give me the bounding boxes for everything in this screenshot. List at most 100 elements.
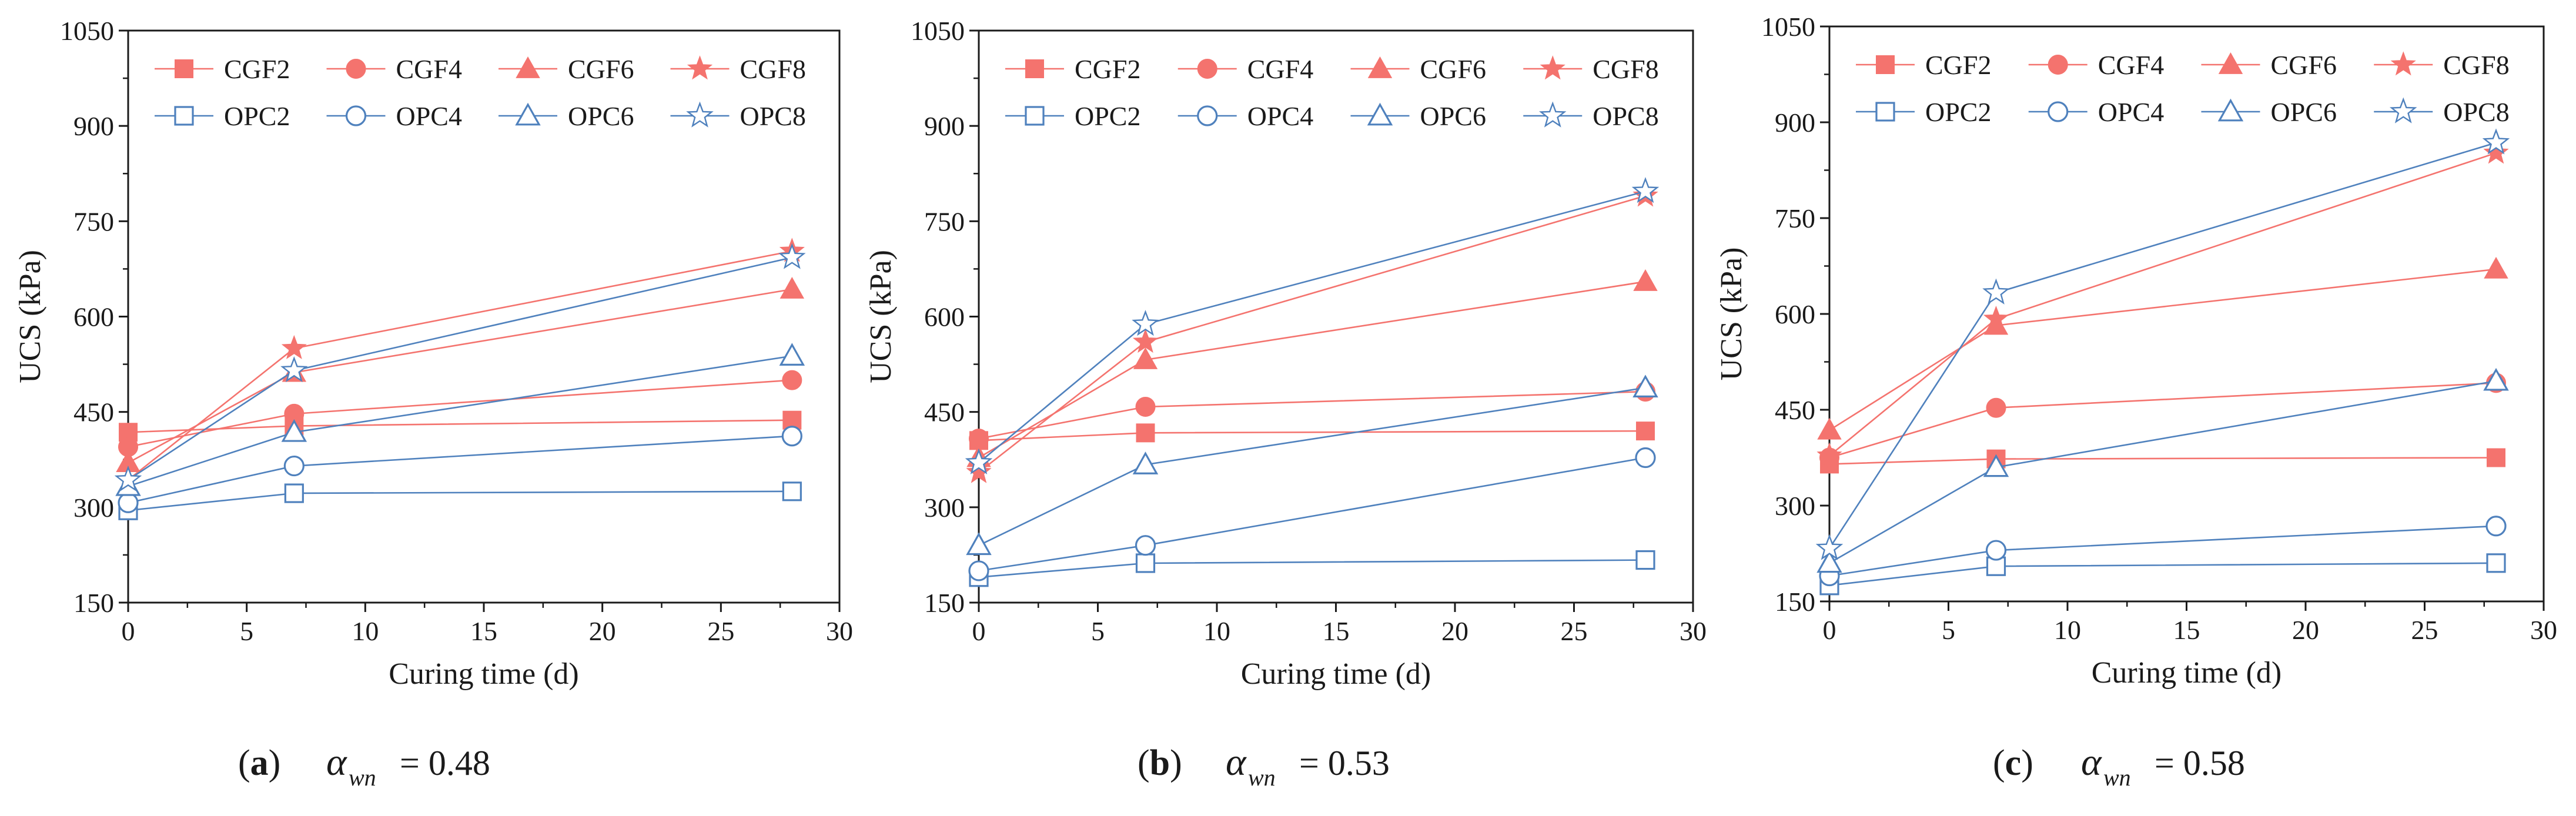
caption-letter-bold: a <box>250 743 269 783</box>
x-tick-label: 10 <box>352 616 379 646</box>
legend-label-opc8: OPC8 <box>2443 97 2509 127</box>
x-tick-label: 20 <box>589 616 616 646</box>
series-line-opc8 <box>1828 142 2497 549</box>
series-line-opc2 <box>128 490 792 511</box>
data-point-opc8 <box>280 356 308 383</box>
caption-letter: (c) <box>1993 743 2033 783</box>
data-point-opc4 <box>1135 535 1156 556</box>
x-tick-label: 30 <box>2530 615 2557 645</box>
data-point-opc4 <box>968 560 989 581</box>
x-axis-label: Curing time (d) <box>2092 656 2282 690</box>
legend-label-cgf4: CGF4 <box>396 54 462 84</box>
series-line-cgf2 <box>1829 457 2497 465</box>
data-point-opc8 <box>965 448 993 474</box>
caption-value: = 0.53 <box>1299 744 1390 782</box>
caption-subscript: wn <box>2103 764 2131 791</box>
data-point-opc4 <box>118 492 139 513</box>
chart-panel-a: 150 300 450 600 750 900 1050 0 5 10 15 20 25 30 Curing… <box>14 16 853 791</box>
y-tick-label: 600 <box>73 302 114 332</box>
y-axis-label: UCS (kPa) <box>14 250 47 383</box>
data-point-cgf8 <box>2483 139 2509 164</box>
chart-panel-b: 150 300 450 600 750 900 1050 0 5 10 15 20 25 30 Curing… <box>864 16 1707 791</box>
legend-marker-opc8 <box>2390 97 2417 123</box>
y-axis-label: UCS (kPa) <box>1715 248 1748 381</box>
legend-marker-opc4 <box>345 105 367 126</box>
data-point-opc2 <box>2486 553 2506 573</box>
legend-marker-cgf2 <box>175 59 193 78</box>
data-point-cgf8 <box>966 459 992 483</box>
legend-label-opc4: OPC4 <box>1247 101 1313 131</box>
legend-marker-cgf2 <box>1876 55 1895 74</box>
y-tick-label: 900 <box>1775 108 1815 138</box>
data-point-opc2 <box>1635 550 1655 570</box>
x-tick-label: 25 <box>1561 616 1588 646</box>
y-tick-label: 600 <box>1775 299 1815 329</box>
legend-label-opc8: OPC8 <box>1593 101 1658 131</box>
legend: CGF2 CGF4 CGF6 CGF8 OPC2 OPC4 OPC6 OPC8 <box>1005 54 1659 131</box>
legend-label-opc4: OPC4 <box>396 101 462 131</box>
y-tick-label: 600 <box>924 302 965 332</box>
legend-marker-opc8 <box>1539 101 1567 128</box>
data-point-cgf6 <box>1633 269 1658 291</box>
series-line-cgf8 <box>1829 152 2497 457</box>
caption-alpha-symbol: α <box>326 741 347 784</box>
data-point-opc6 <box>2483 367 2509 391</box>
x-tick-label: 5 <box>1942 615 1955 645</box>
legend-marker-opc2 <box>1025 106 1045 126</box>
legend: CGF2 CGF4 CGF6 CGF8 OPC2 OPC4 OPC6 OPC8 <box>155 54 806 131</box>
caption-letter-bold: c <box>2005 743 2022 783</box>
legend-marker-cgf6 <box>1367 56 1393 78</box>
legend: CGF2 CGF4 CGF6 CGF8 OPC2 OPC4 OPC6 OPC8 <box>1856 50 2510 127</box>
legend-label-cgf2: CGF2 <box>1925 50 1991 80</box>
data-point-cgf8 <box>1132 328 1159 353</box>
data-point-cgf8 <box>281 335 307 359</box>
x-tick-label: 20 <box>1441 616 1468 646</box>
y-tick-label: 150 <box>1775 587 1815 617</box>
x-tick-label: 5 <box>1091 616 1105 646</box>
legend-marker-cgf8 <box>1540 55 1565 80</box>
data-point-cgf4 <box>1986 397 2006 418</box>
data-point-cgf4 <box>969 429 989 449</box>
panel-caption: (a) α wn = 0.48 <box>238 741 490 791</box>
data-point-opc6 <box>1132 452 1159 474</box>
data-point-cgf6 <box>1817 417 1842 440</box>
legend-label-opc4: OPC4 <box>2098 97 2164 127</box>
legend-marker-opc4 <box>2048 101 2069 122</box>
caption-value: = 0.58 <box>2155 744 2245 782</box>
data-point-opc8 <box>2482 128 2510 155</box>
series-line-opc8 <box>978 190 1646 464</box>
legend-label-opc6: OPC6 <box>2271 97 2337 127</box>
legend-marker-opc6 <box>515 102 541 126</box>
x-tick-label: 20 <box>2292 615 2319 645</box>
caption-letter: (b) <box>1138 743 1182 783</box>
x-tick-label: 25 <box>707 616 734 646</box>
series-line-opc8 <box>128 256 792 481</box>
data-point-opc2 <box>1135 553 1156 573</box>
legend-marker-cgf4 <box>2048 55 2068 75</box>
y-tick-label: 1050 <box>60 16 114 46</box>
data-point-cgf6 <box>2484 256 2508 279</box>
series-line-cgf6 <box>1829 268 2497 431</box>
y-tick-label: 150 <box>73 588 114 618</box>
data-point-opc8 <box>778 243 806 269</box>
data-point-opc6 <box>779 343 805 366</box>
series-line-cgf8 <box>128 250 792 481</box>
legend-label-opc6: OPC6 <box>1420 101 1486 131</box>
y-tick-label: 450 <box>73 397 114 427</box>
x-tick-label: 0 <box>122 616 135 646</box>
data-point-opc6 <box>1983 454 2009 477</box>
legend-marker-cgf8 <box>2390 51 2416 76</box>
data-point-opc2 <box>782 481 802 501</box>
x-tick-label: 0 <box>1823 615 1836 645</box>
series-line-opc2 <box>1829 562 2497 587</box>
y-tick-label: 750 <box>73 206 114 236</box>
legend-marker-cgf6 <box>2218 52 2243 74</box>
x-tick-label: 30 <box>826 616 853 646</box>
data-point-opc4 <box>283 455 305 477</box>
data-point-opc2 <box>1986 556 2006 576</box>
data-point-cgf8 <box>1983 305 2009 330</box>
y-tick-label: 1050 <box>911 16 965 46</box>
data-point-opc6 <box>1816 550 1842 573</box>
y-tick-label: 750 <box>1775 203 1815 233</box>
legend-label-cgf6: CGF6 <box>568 54 634 84</box>
